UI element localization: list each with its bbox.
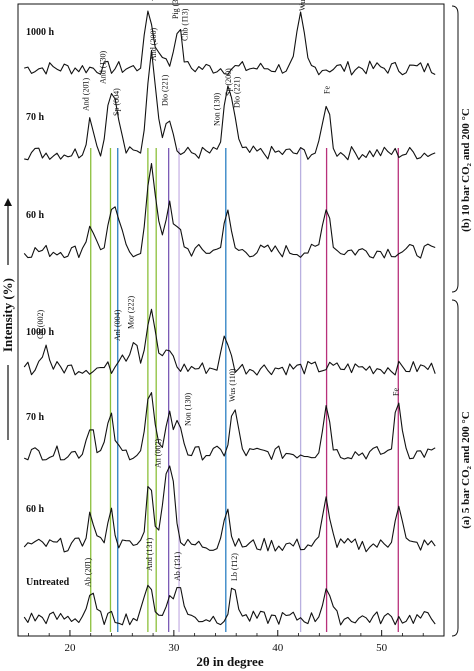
peak-annotation: Mor (222) (126, 296, 135, 329)
trace-label: 70 h (26, 412, 45, 423)
trace-line (23, 308, 436, 376)
plot-frame (17, 3, 445, 637)
x-tick-label: 30 (168, 642, 180, 654)
trace-label: 70 h (26, 112, 45, 123)
peak-annotation: Wus (110) (228, 368, 237, 402)
peak-annotations: And (20̄2) Pig (310)Chb (1̄13) Wus (111) An… (36, 0, 400, 587)
x-tick-label: 40 (272, 642, 284, 654)
trace-line (23, 392, 436, 461)
trace-labels: 1000 h 70 h 60 h 1000 h 70 h 60 h Untreated (26, 27, 70, 588)
y-axis-arrow-icon (4, 198, 12, 206)
peak-annotation: And (20̄2) (146, 0, 155, 1)
peak-annotation: Fe (391, 388, 400, 396)
peak-annotation: And (20̄1) (82, 78, 91, 111)
peak-annotation: Wus (111) (298, 0, 307, 11)
group-labels: (b) 10 bar CO₂ and 200 °C (a) 5 bar CO₂ a… (451, 5, 472, 637)
group-label: (b) 10 bar CO₂ and 200 °C (460, 108, 472, 232)
peak-annotation: And (1̄30) (98, 51, 107, 84)
trace-label: 60 h (26, 504, 45, 515)
peak-annotation: And (131) (145, 538, 154, 571)
trace-label: 60 h (26, 210, 45, 221)
y-axis-label: Intensity (%) (0, 278, 15, 352)
peak-annotation: Sp (004) (112, 88, 121, 116)
trace-line (24, 10, 436, 76)
peak-annotation: Dio (221) (232, 76, 241, 108)
x-axis: 20 30 40 50 (27, 630, 445, 654)
peak-annotation: Lb (1̄12) (230, 553, 239, 581)
peak-annotation: Fe (323, 86, 332, 94)
trace-line (23, 584, 436, 626)
trace-line (24, 49, 436, 161)
x-axis-label: 2θ in degree (196, 654, 263, 669)
diffraction-traces (23, 10, 436, 626)
trace-label: Untreated (26, 577, 70, 588)
peak-annotation: Ab (20̄1) (84, 558, 93, 587)
peak-annotation: And (200) (149, 28, 158, 61)
peak-annotation: Dio (221) (161, 74, 170, 106)
peak-annotation: Chb (1̄13) (180, 8, 189, 41)
peak-annotation: Anl (004) (113, 309, 122, 341)
group-bracket (451, 5, 459, 293)
group-bracket (451, 299, 459, 637)
y-axis-label-group: Intensity (%) (0, 198, 15, 440)
x-tick-label: 50 (376, 642, 388, 654)
peak-annotation: Pig (310) (171, 0, 180, 19)
group-label: (a) 5 bar CO₂ and 200 °C (460, 411, 472, 529)
trace-label: 1000 h (26, 327, 55, 338)
peak-annotation: Non (130) (213, 93, 222, 126)
reference-lines (90, 148, 399, 632)
trace-line (23, 465, 436, 553)
peak-annotation: An (002) (153, 439, 162, 468)
trace-line (23, 162, 436, 259)
x-tick-label: 20 (64, 642, 76, 654)
peak-annotation: Non (130) (184, 393, 193, 426)
peak-annotation: Ab (1̄31) (173, 552, 182, 581)
trace-label: 1000 h (26, 27, 55, 38)
peak-annotation: Gb (002) (36, 310, 45, 339)
peak-annotation: Sp (200) (224, 68, 233, 96)
